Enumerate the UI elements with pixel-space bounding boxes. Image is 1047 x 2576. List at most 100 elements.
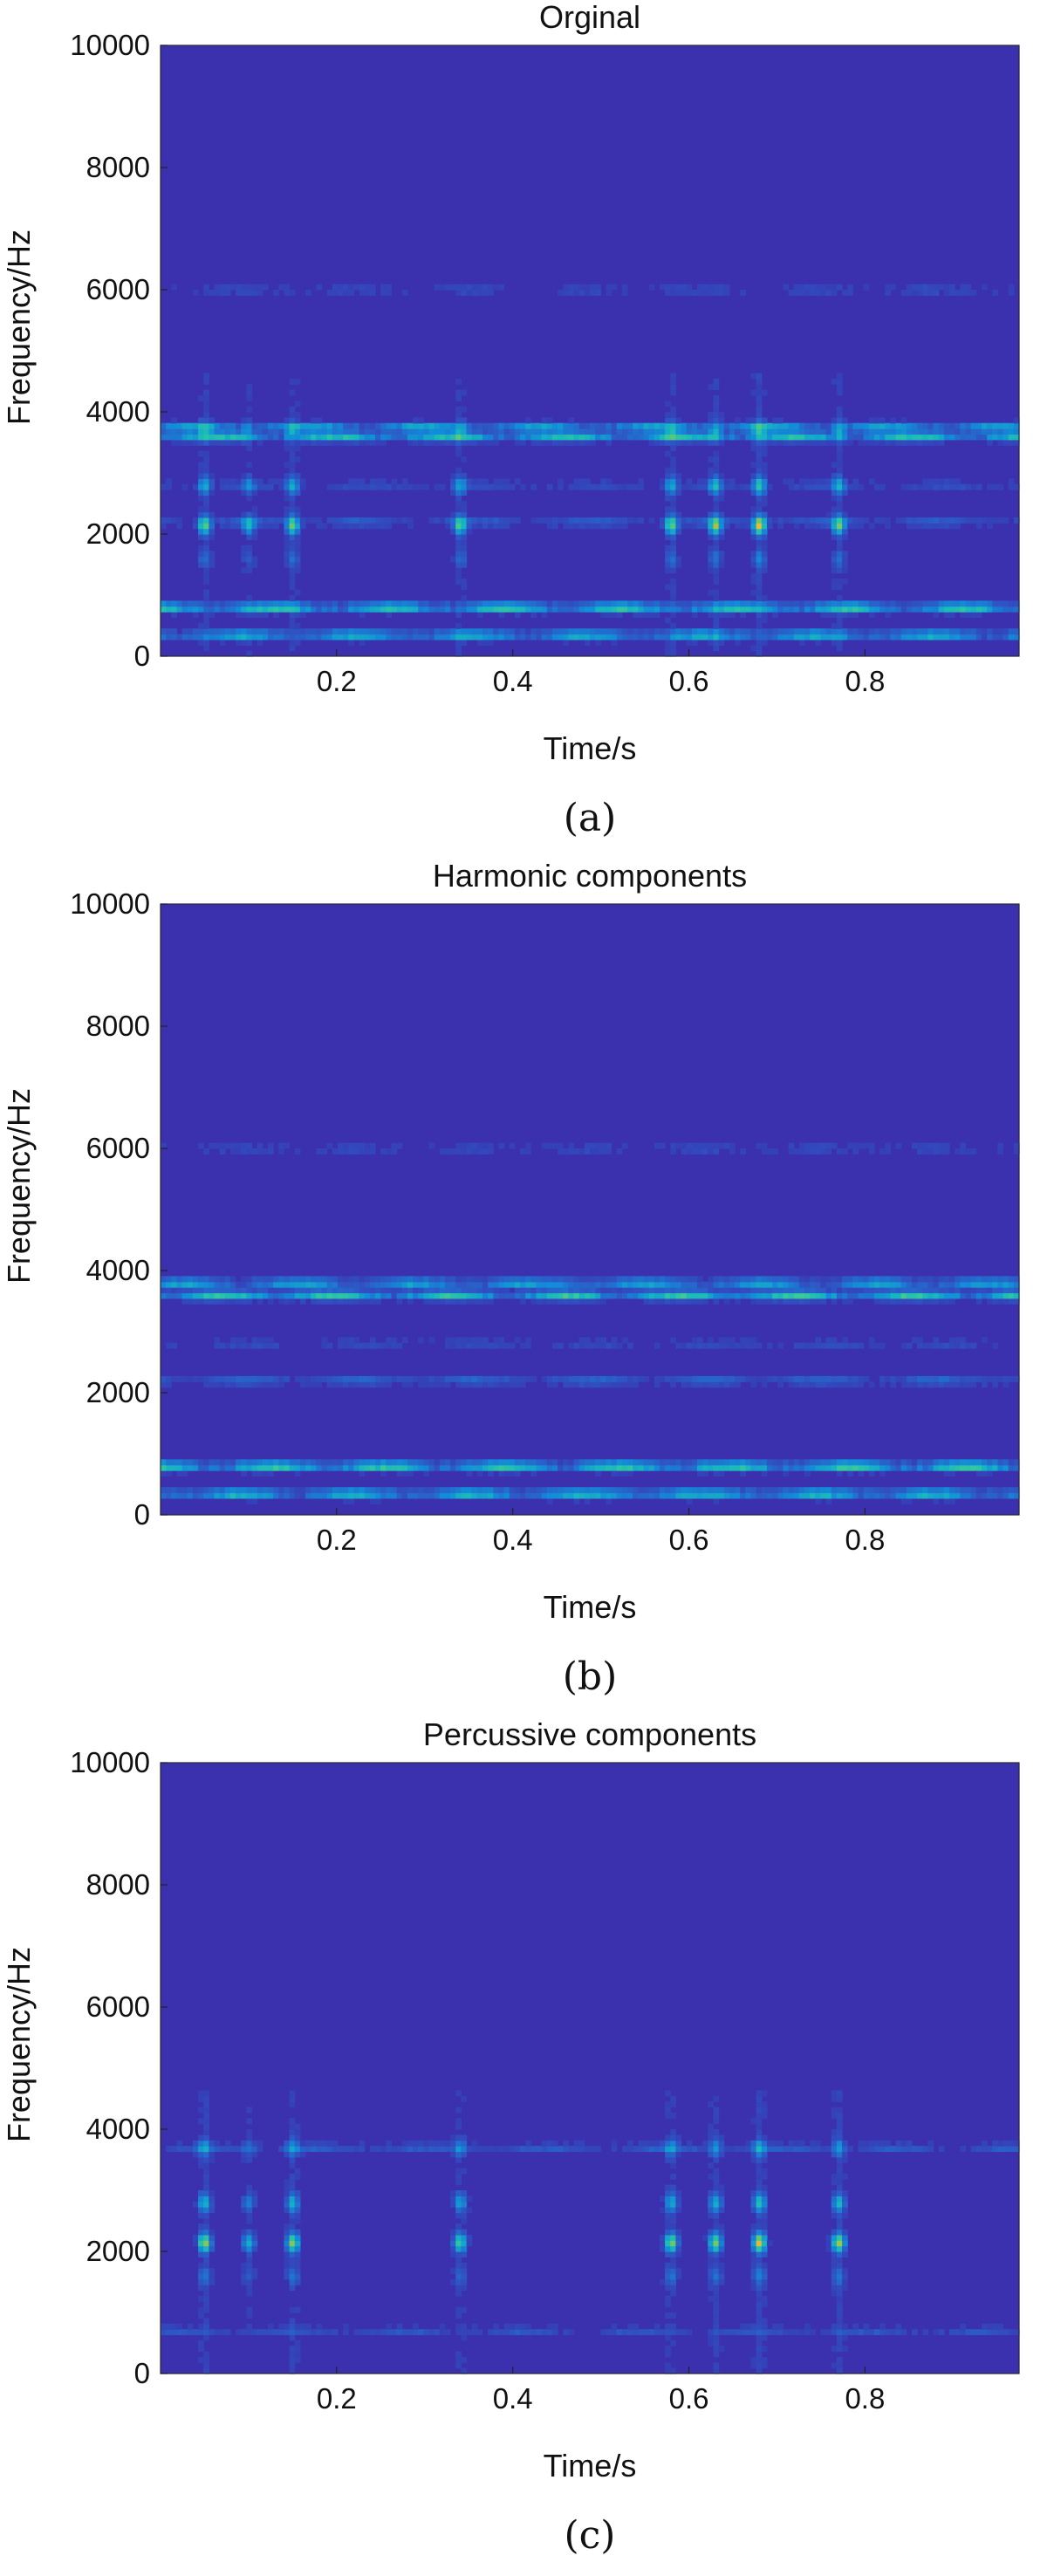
heatmap-cell bbox=[708, 456, 715, 462]
heatmap-cell bbox=[858, 1470, 865, 1477]
heatmap-cell bbox=[590, 634, 596, 641]
heatmap-cell bbox=[955, 290, 961, 296]
heatmap-cell bbox=[391, 1492, 398, 1499]
heatmap-cell bbox=[289, 456, 296, 462]
heatmap-cell bbox=[203, 378, 209, 385]
heatmap-cell bbox=[568, 517, 575, 524]
heatmap-cell bbox=[563, 1487, 569, 1494]
heatmap-cell bbox=[766, 1148, 773, 1154]
heatmap-cell bbox=[353, 478, 360, 485]
heatmap-cell bbox=[798, 1292, 805, 1299]
heatmap-cell bbox=[509, 428, 516, 435]
heatmap-cell bbox=[423, 483, 430, 490]
heatmap-cell bbox=[831, 428, 838, 435]
heatmap-cell bbox=[670, 1148, 676, 1154]
heatmap-cell bbox=[203, 2301, 209, 2308]
heatmap-cell bbox=[198, 1492, 204, 1499]
heatmap-cell bbox=[209, 1375, 216, 1382]
heatmap-cell bbox=[209, 2201, 216, 2208]
heatmap-cell bbox=[578, 1487, 585, 1494]
heatmap-cell bbox=[450, 2245, 456, 2252]
heatmap-cell bbox=[209, 561, 216, 568]
heatmap-cell bbox=[783, 1459, 790, 1466]
heatmap-cell bbox=[702, 1487, 708, 1494]
heatmap-cell bbox=[343, 428, 349, 435]
heatmap-cell bbox=[885, 1142, 891, 1149]
heatmap-cell bbox=[815, 639, 822, 646]
heatmap-cell bbox=[380, 600, 387, 607]
heatmap-cell bbox=[203, 483, 209, 490]
heatmap-cell bbox=[471, 483, 478, 490]
heatmap-cell bbox=[386, 628, 393, 635]
heatmap-cell bbox=[294, 473, 301, 479]
heatmap-cell bbox=[343, 517, 349, 524]
heatmap-cell bbox=[793, 1148, 800, 1154]
heatmap-cell bbox=[353, 2329, 360, 2336]
heatmap-cell bbox=[219, 1281, 226, 1288]
heatmap-cell bbox=[788, 628, 795, 635]
heatmap-cell bbox=[246, 2306, 253, 2313]
heatmap-cell bbox=[343, 1464, 349, 1471]
heatmap-cell bbox=[413, 2140, 419, 2147]
heatmap-cell bbox=[294, 534, 301, 540]
heatmap-cell bbox=[299, 1492, 306, 1499]
heatmap-cell bbox=[273, 1292, 279, 1299]
heatmap-cell bbox=[498, 523, 505, 530]
heatmap-cell bbox=[697, 1381, 703, 1388]
heatmap-cell bbox=[670, 428, 676, 435]
heatmap-cell bbox=[863, 434, 870, 441]
heatmap-cell bbox=[289, 2151, 296, 2158]
heatmap-cell bbox=[1008, 1459, 1015, 1466]
heatmap-cell bbox=[461, 456, 468, 462]
heatmap-cell bbox=[348, 1292, 354, 1299]
heatmap-cell bbox=[756, 462, 763, 469]
heatmap-cell bbox=[708, 1381, 715, 1388]
heatmap-cell bbox=[917, 1298, 923, 1305]
heatmap-cell bbox=[654, 1375, 660, 1382]
heatmap-cell bbox=[332, 290, 339, 296]
heatmap-cell bbox=[326, 1142, 333, 1149]
heatmap-cell bbox=[1003, 439, 1009, 446]
heatmap-cell bbox=[1008, 1375, 1015, 1382]
heatmap-cell bbox=[198, 2207, 204, 2214]
heatmap-cell bbox=[852, 606, 859, 613]
heatmap-cell bbox=[444, 523, 451, 530]
heatmap-cell bbox=[804, 478, 811, 485]
heatmap-cell bbox=[514, 1287, 521, 1294]
heatmap-cell bbox=[229, 1459, 236, 1466]
heatmap-cell bbox=[766, 628, 773, 635]
heatmap-cell bbox=[294, 2356, 301, 2363]
heatmap-cell bbox=[391, 1337, 398, 1344]
heatmap-cell bbox=[476, 606, 483, 613]
heatmap-cell bbox=[251, 1276, 258, 1283]
heatmap-cell bbox=[697, 284, 703, 291]
heatmap-cell bbox=[616, 422, 623, 429]
heatmap-cell bbox=[590, 1381, 596, 1388]
heatmap-cell bbox=[434, 434, 441, 441]
heatmap-cell bbox=[353, 2146, 360, 2153]
heatmap-cell bbox=[294, 528, 301, 535]
heatmap-cell bbox=[316, 1148, 323, 1154]
heatmap-cell bbox=[616, 1487, 623, 1494]
heatmap-cell bbox=[241, 528, 247, 535]
heatmap-cell bbox=[284, 2251, 291, 2257]
heatmap-cell bbox=[187, 1464, 194, 1471]
heatmap-cell bbox=[815, 606, 822, 613]
heatmap-cell bbox=[852, 523, 859, 530]
heatmap-cell bbox=[675, 1276, 682, 1283]
heatmap-cell bbox=[386, 1148, 393, 1154]
heatmap-cell bbox=[975, 1292, 982, 1299]
heatmap-cell bbox=[455, 545, 462, 552]
heatmap-cell bbox=[241, 634, 247, 641]
heatmap-cell bbox=[455, 467, 462, 474]
y-tick-label: 0 bbox=[134, 1498, 150, 1531]
heatmap-cell bbox=[386, 634, 393, 641]
heatmap-cell bbox=[756, 401, 763, 408]
heatmap-cell bbox=[831, 1298, 838, 1305]
heatmap-cell bbox=[407, 2140, 414, 2147]
heatmap-cell bbox=[294, 634, 301, 641]
heatmap-cell bbox=[761, 523, 768, 530]
heatmap-cell bbox=[434, 1292, 441, 1299]
heatmap-cell bbox=[922, 1381, 929, 1388]
heatmap-cell bbox=[1008, 1276, 1015, 1283]
